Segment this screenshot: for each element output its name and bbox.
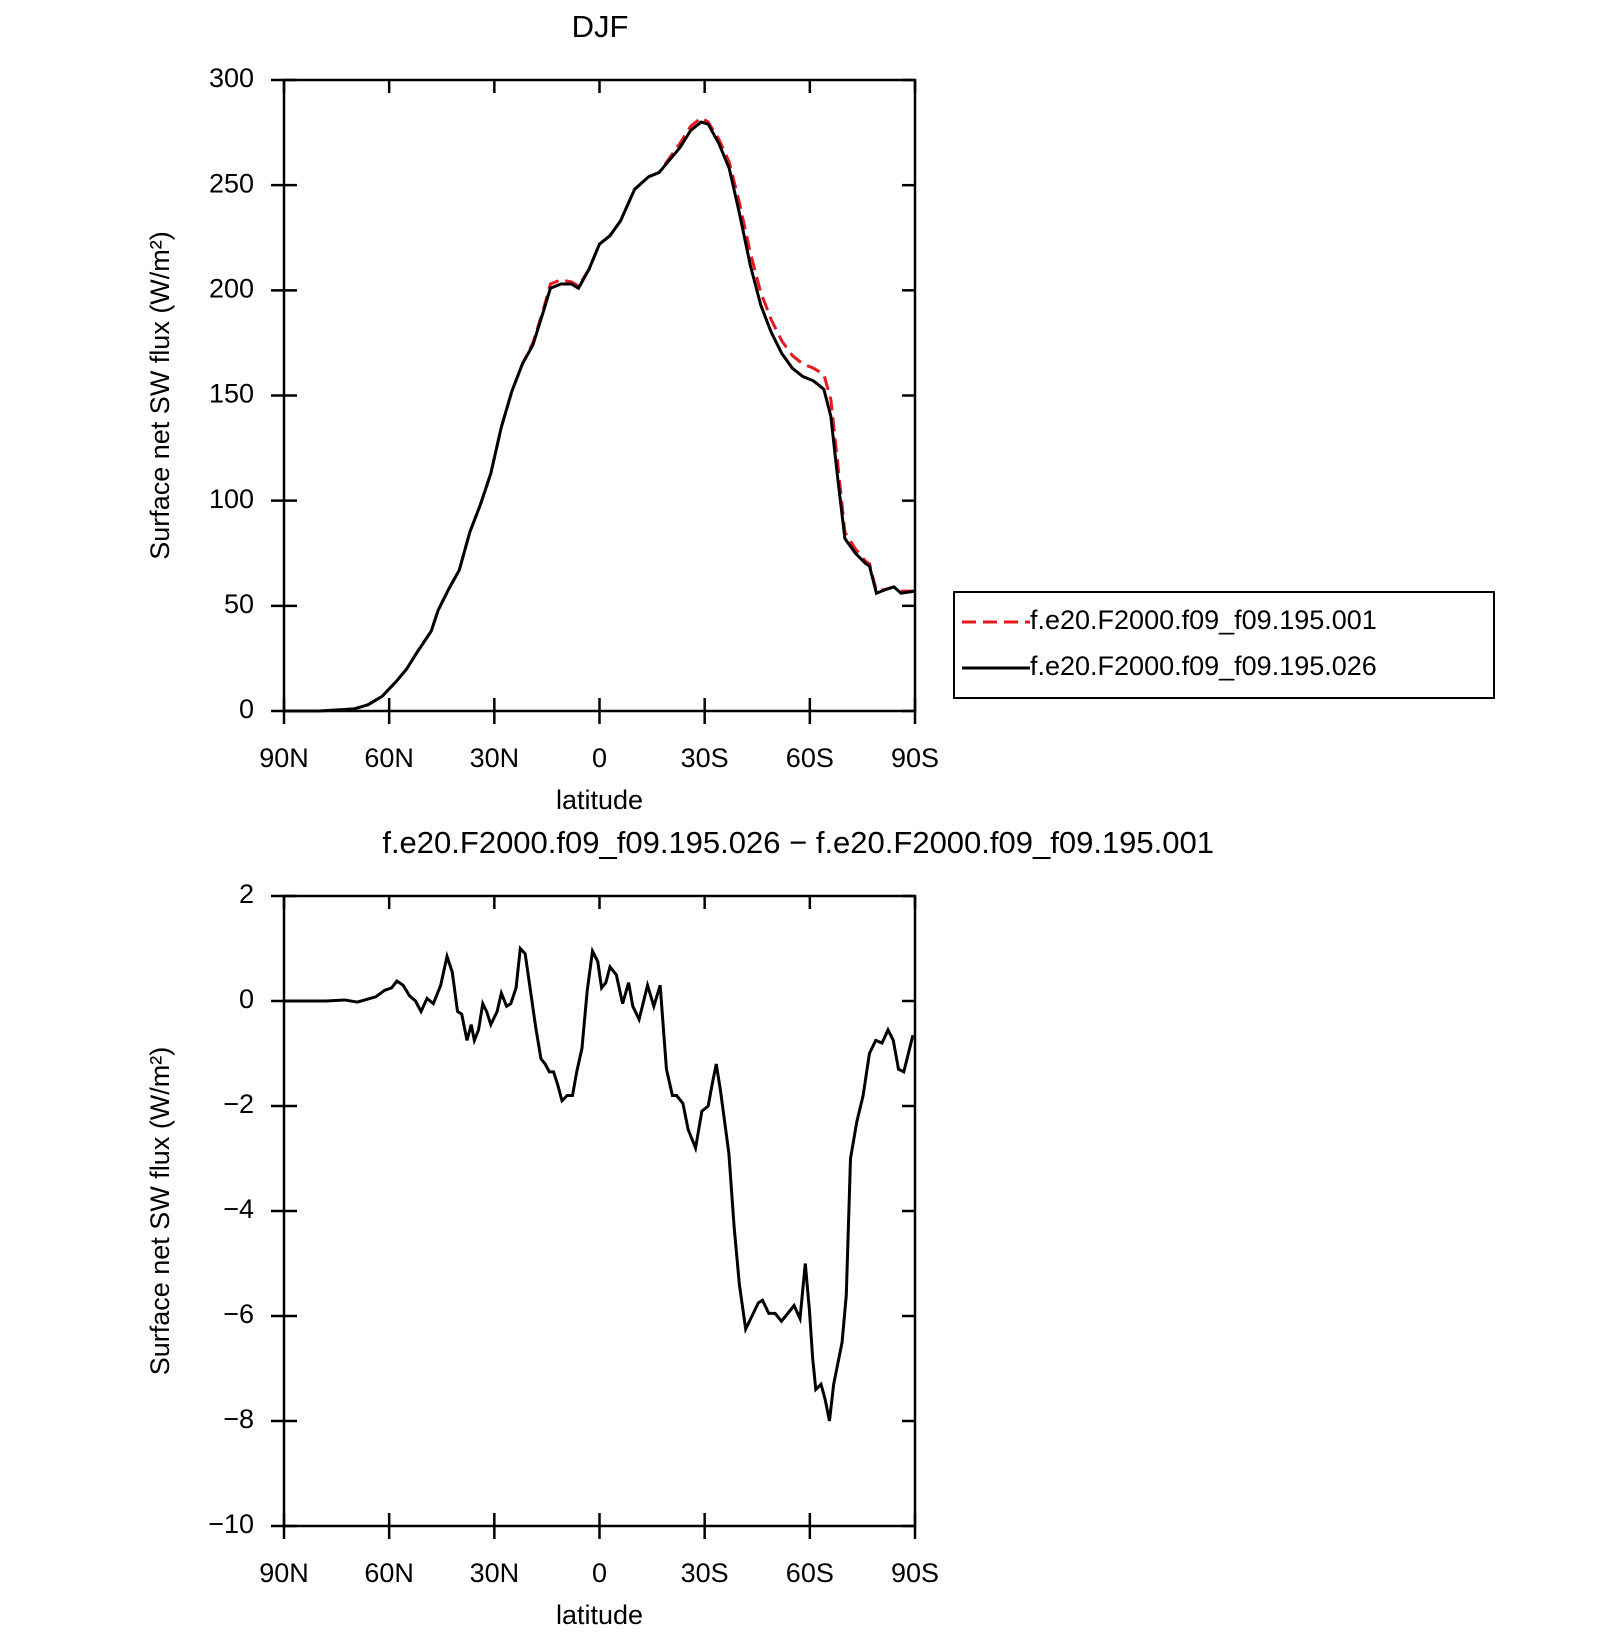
x-axis-label: latitude (556, 785, 643, 815)
x-tick-label: 60N (364, 1558, 414, 1588)
y-tick-label: 300 (209, 63, 254, 93)
x-tick-label: 30N (470, 1558, 520, 1588)
legend-label: f.e20.F2000.f09_f09.195.001 (1030, 605, 1377, 635)
legend-box (953, 591, 1495, 699)
y-tick-label: 200 (209, 273, 254, 303)
x-tick-label: 60N (364, 743, 414, 773)
series-line (284, 120, 916, 713)
y-axis-label: Surface net SW flux (W/m²) (145, 1047, 175, 1376)
y-axis-label: Surface net SW flux (W/m²) (145, 231, 175, 560)
plot-frame (282, 894, 917, 1528)
x-tick-label: 90S (891, 1558, 939, 1588)
x-tick-label: 60S (786, 1558, 834, 1588)
y-tick-label: 0 (239, 984, 254, 1014)
x-tick-label: 0 (592, 1558, 607, 1588)
x-tick-label: 30S (681, 1558, 729, 1588)
legend-label: f.e20.F2000.f09_f09.195.026 (1030, 651, 1377, 681)
x-tick-label: 30N (470, 743, 520, 773)
x-tick-label: 90N (259, 1558, 309, 1588)
y-tick-label: 150 (209, 379, 254, 409)
y-tick-label: −4 (223, 1194, 254, 1224)
y-tick-label: 50 (224, 589, 254, 619)
x-tick-label: 90N (259, 743, 309, 773)
y-tick-label: 0 (239, 694, 254, 724)
x-tick-label: 60S (786, 743, 834, 773)
chart-title: DJF (572, 9, 629, 44)
y-tick-label: −2 (223, 1089, 254, 1119)
y-tick-label: −6 (223, 1299, 254, 1329)
x-axis-label: latitude (556, 1600, 643, 1630)
y-tick-label: −8 (223, 1404, 254, 1434)
chart-title: f.e20.F2000.f09_f09.195.026 − f.e20.F200… (382, 825, 1214, 860)
y-tick-label: 250 (209, 168, 254, 198)
y-tick-label: 2 (239, 879, 254, 909)
y-tick-label: 100 (209, 484, 254, 514)
series-line (284, 116, 915, 713)
x-tick-label: 30S (681, 743, 729, 773)
x-tick-label: 90S (891, 743, 939, 773)
plot-frame (282, 78, 917, 713)
y-tick-label: −10 (208, 1509, 254, 1539)
x-tick-label: 0 (592, 743, 607, 773)
series-line (284, 945, 915, 1422)
